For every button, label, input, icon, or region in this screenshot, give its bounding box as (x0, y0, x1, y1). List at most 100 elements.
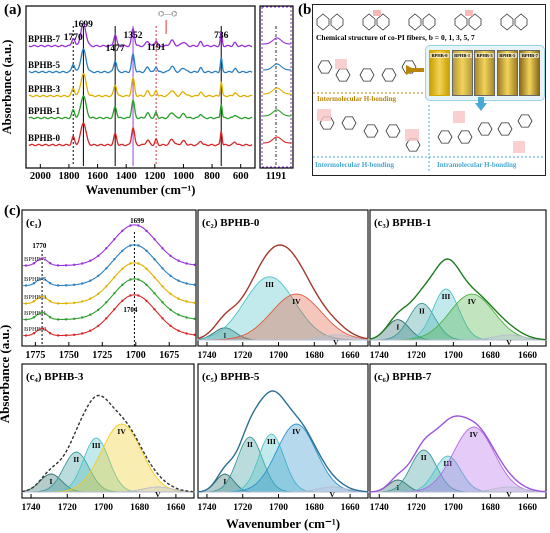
c-sub-tick-label: 1660 (341, 351, 360, 361)
c-sub-tick-label: 1700 (444, 351, 463, 361)
fit-peak-V (22, 486, 195, 493)
fit-envelope (21, 394, 195, 493)
c1-point (40, 327, 44, 330)
polymer-backbone (316, 10, 528, 31)
c1-point (48, 282, 52, 285)
c1-point (161, 247, 164, 250)
fit-envelope (197, 244, 369, 340)
fit-peak-V (370, 486, 547, 493)
ring (401, 60, 417, 74)
c1-point (56, 334, 60, 337)
peak-roman-label: II (419, 306, 425, 315)
c-sub-frame (21, 363, 195, 499)
ring (359, 68, 375, 82)
c1-point (24, 334, 28, 337)
ring (381, 68, 397, 82)
c-sub-frame (369, 209, 547, 347)
c1-point (97, 308, 100, 311)
c-sub-tick-label: 1740 (197, 351, 216, 361)
c1-point (89, 259, 92, 262)
c1-point (48, 262, 52, 265)
c-sub-tick-label: 1720 (58, 503, 77, 513)
c1-curve-bphb-7 (23, 224, 195, 267)
c-sub-tick-label: 1700 (444, 503, 463, 513)
x-tick-label-a: 1800 (58, 171, 79, 182)
panel-b-scheme: Chemical structure of co-PI fibers, b = … (312, 4, 546, 176)
c1-point (121, 299, 124, 302)
arrow-down (475, 103, 487, 111)
benzene-ring (316, 13, 330, 31)
c1-point (169, 324, 172, 327)
fiber-label: BPHB-3 (475, 53, 495, 58)
c-sub-tick-label: 1700 (269, 503, 288, 513)
c1-point (32, 332, 36, 335)
c1-point (129, 262, 132, 265)
c1-point (121, 249, 124, 252)
c1-point (105, 301, 108, 304)
inset-tick-label: 1191 (266, 171, 286, 182)
intermolecular-label-1: Intermolecular H-bonding (317, 95, 397, 103)
ring (477, 122, 493, 136)
c-sub-tick-label: 1660 (341, 503, 360, 513)
h-bond-highlight (453, 111, 465, 123)
fiber-sample: BPHB-1 (451, 50, 473, 96)
c1-point (73, 301, 76, 305)
peak-roman-label: III (265, 280, 274, 289)
h-bond-highlight (317, 109, 331, 121)
c1-point (113, 308, 116, 311)
scheme-title: Chemical structure of co-PI fibers, b = … (316, 33, 475, 42)
fiber-label: BPHB-7 (520, 53, 540, 58)
oh-highlight (373, 10, 381, 16)
fiber-row: BPHB-0 BPHB-1 BPHB-3 BPHB-5 BPHB-7 (429, 50, 543, 96)
arrow-shaft (406, 68, 424, 72)
c1-point (193, 301, 196, 305)
c1-point (89, 279, 92, 282)
panel-a-label: (a) (4, 2, 22, 18)
c1-point (89, 297, 92, 300)
c1-point (169, 254, 172, 257)
c-sub-label: (c₃) BPHB-1 (374, 217, 431, 229)
ring (457, 130, 473, 144)
x-tick-label-a: 1600 (87, 171, 108, 182)
c1-point (40, 311, 44, 314)
peak-roman-label: V (329, 490, 335, 499)
c1-point (137, 262, 140, 265)
inset-frame-a (259, 5, 294, 169)
c1-point (32, 262, 36, 265)
c1-point (64, 264, 68, 267)
fiber-sample: BPHB-7 (519, 50, 541, 96)
ring (437, 130, 453, 144)
arrow-down-shaft (478, 97, 484, 104)
peak-roman-label: V (506, 338, 512, 347)
spectrum-bphb-5 (28, 48, 253, 74)
peak-label-a: 1770 (64, 33, 83, 43)
c1-point (185, 300, 188, 303)
intramolecular-label: Intramolecular H-bonding (437, 161, 517, 169)
c1-series-label: BPHB-1 (24, 310, 46, 317)
inset-trace (262, 37, 292, 45)
spectrum-bphb-1 (28, 95, 253, 120)
fiber-sample: BPHB-3 (474, 50, 496, 96)
c1-point (105, 267, 108, 270)
c1-label: (c₁) (26, 217, 42, 229)
c1-point (24, 302, 28, 305)
c1-point (177, 259, 180, 262)
c-sub-tick-label: 1740 (197, 503, 216, 513)
series-label-a: BPHB-5 (28, 60, 61, 70)
c1-point (169, 308, 172, 311)
peak-roman-label: III (267, 437, 276, 446)
fit-envelope (369, 258, 547, 341)
c1-point (129, 224, 132, 227)
series-label-a: BPHB-1 (28, 106, 61, 116)
c1-point (169, 274, 172, 277)
c1-point (153, 308, 156, 311)
c1-point (105, 317, 108, 320)
c1-point (89, 329, 92, 332)
fiber-label: BPHB-0 (430, 53, 449, 58)
peak-label-a: 736 (214, 31, 229, 41)
x-tick-label-a: 1400 (116, 171, 137, 182)
c1-point (129, 278, 132, 281)
c1-point (64, 284, 68, 287)
c1-point (185, 332, 188, 335)
intermolecular-label-2: Intermolecular H-bonding (315, 161, 395, 169)
